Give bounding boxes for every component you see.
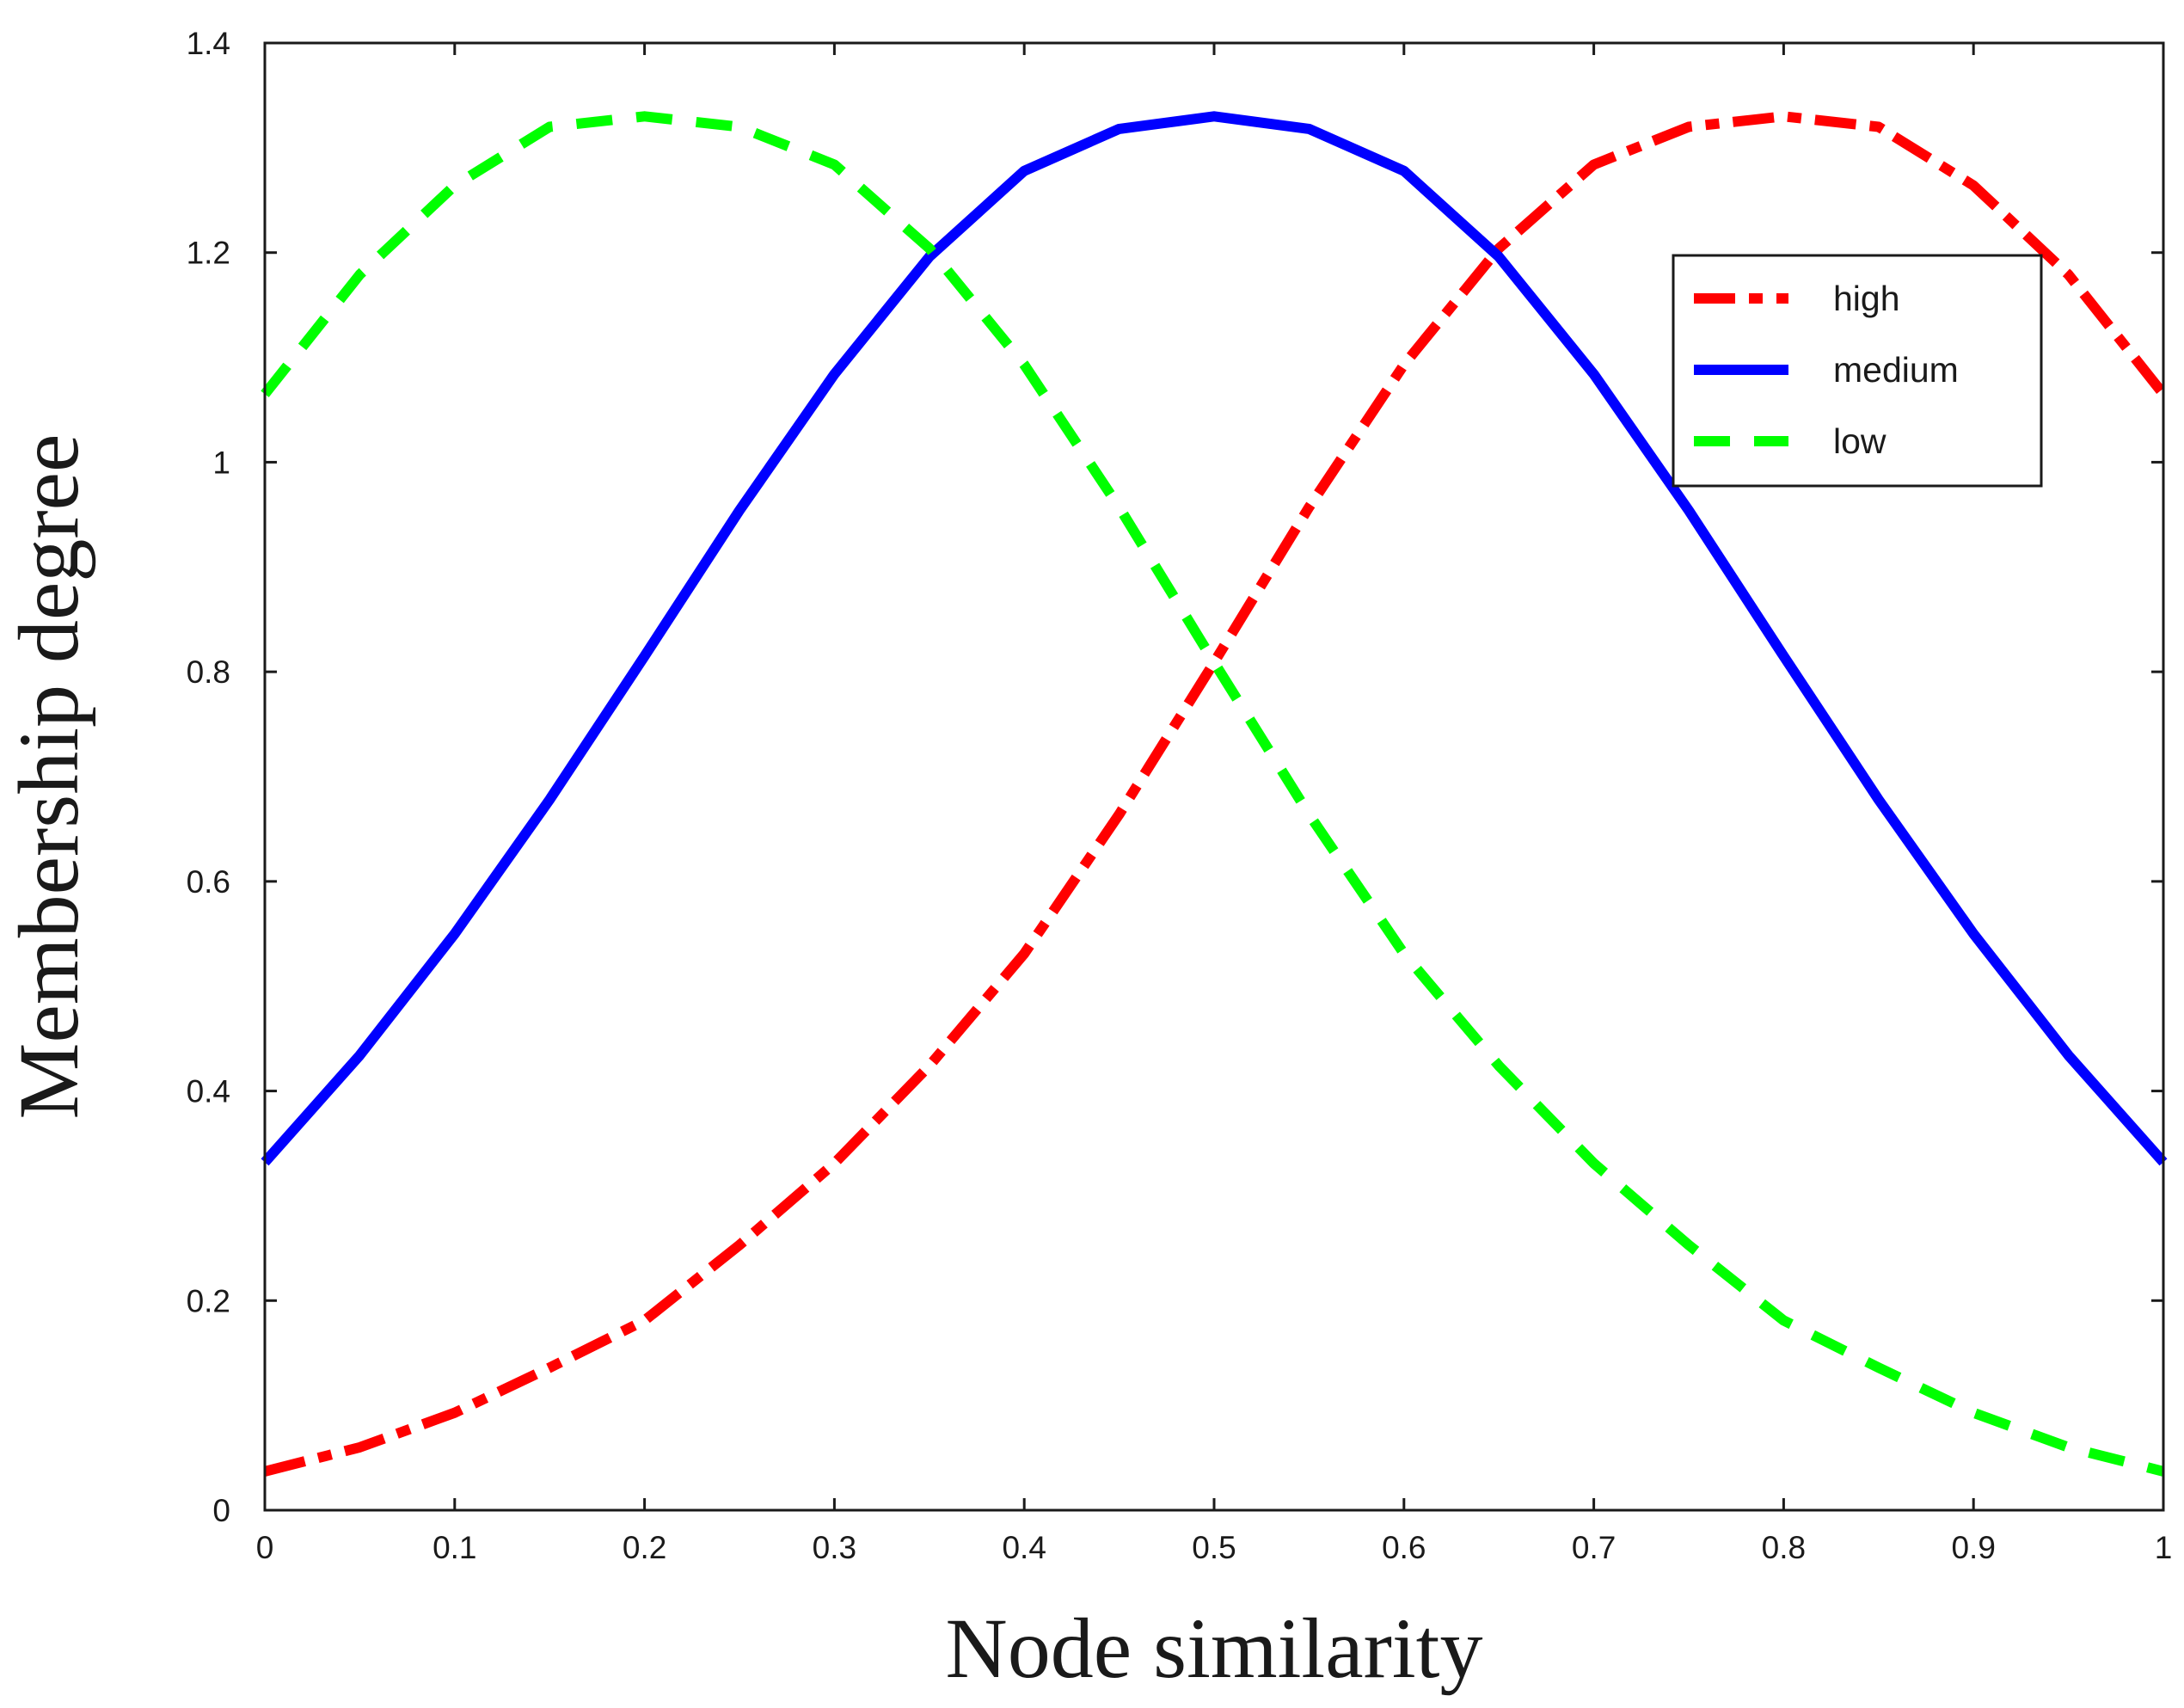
x-tick-label: 1 (2155, 1530, 2173, 1565)
y-tick-label: 0.8 (187, 654, 230, 690)
legend-label-medium: medium (1833, 350, 1959, 390)
y-tick-label: 0.2 (187, 1283, 230, 1318)
series-line-medium (261, 111, 2168, 1166)
x-tick-label: 0.2 (623, 1530, 666, 1565)
x-tick-label: 0.6 (1382, 1530, 1426, 1565)
ticks-layer: 0 0.1 0.2 0.3 0.4 0.5 0.6 0.7 0.8 0.9 1 0 0.2 0.4 0.6 0… (187, 26, 2173, 1565)
series-line-high (263, 111, 2168, 1477)
y-tick-label: 0.6 (187, 864, 230, 900)
series-line-low (261, 111, 2165, 1477)
y-axis-title: Membership degree (1, 434, 96, 1120)
x-tick-label: 0.4 (1002, 1530, 1046, 1565)
x-tick-label: 0.9 (1951, 1530, 1995, 1565)
x-tick-label: 0.3 (813, 1530, 856, 1565)
legend-label-low: low (1833, 421, 1886, 461)
legend: high medium low (1672, 254, 2043, 488)
y-tick-label: 0 (212, 1493, 230, 1528)
y-tick-label: 0.4 (187, 1074, 230, 1109)
x-tick-label: 0.7 (1572, 1530, 1616, 1565)
y-tick-label: 1.4 (187, 26, 230, 61)
x-tick-label: 0.1 (433, 1530, 476, 1565)
series-layer (261, 111, 2168, 1477)
x-tick-label: 0.8 (1762, 1530, 1806, 1565)
legend-label-high: high (1833, 279, 1900, 318)
y-tick-label: 1 (212, 445, 230, 480)
x-tick-label: 0.5 (1192, 1530, 1236, 1565)
x-axis-title: Node similarity (946, 1600, 1483, 1696)
y-tick-label: 1.2 (187, 236, 230, 271)
x-tick-label: 0 (256, 1530, 274, 1565)
